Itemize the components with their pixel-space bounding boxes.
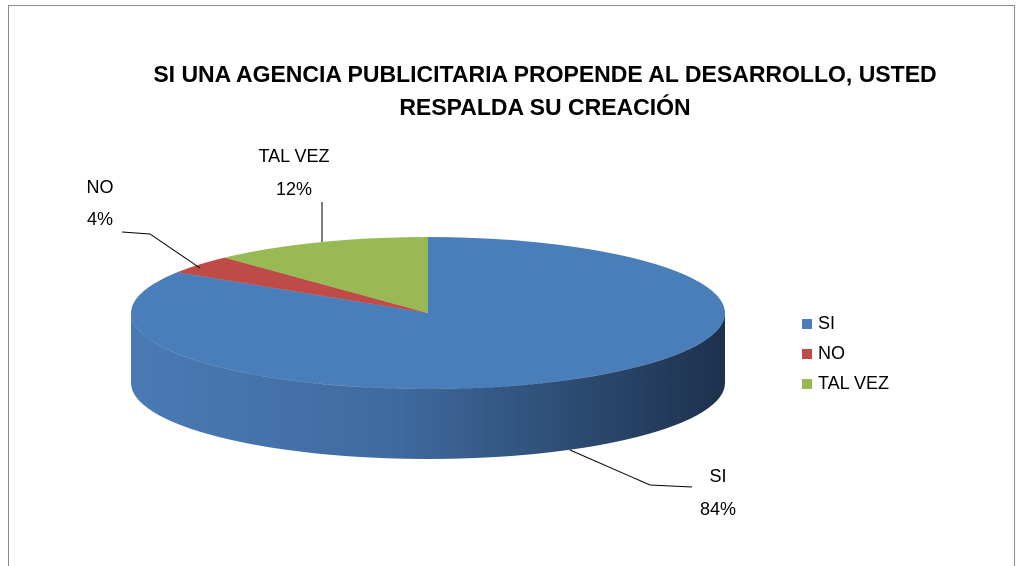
data-label-name: TAL VEZ: [258, 146, 329, 166]
legend-label: NO: [818, 343, 845, 363]
data-label-value: 12%: [276, 179, 312, 199]
legend-label: SI: [818, 313, 835, 333]
slice: [224, 237, 428, 313]
data-label-value: 84%: [700, 499, 736, 519]
leader-line: [569, 449, 693, 488]
leader-line: [121, 231, 201, 269]
chart-title: SI UNA AGENCIA PUBLICITARIA PROPENDE AL …: [153, 61, 937, 120]
data-label-name: NO: [87, 177, 114, 197]
data-label-value: 4%: [87, 209, 113, 229]
legend-label: TAL VEZ: [818, 373, 889, 393]
data-label-name: SI: [709, 466, 726, 486]
slice: [130, 237, 725, 389]
slice: [177, 257, 428, 313]
legend-swatch: [802, 349, 812, 359]
legend-swatch: [802, 319, 812, 329]
legend-swatch: [802, 379, 812, 389]
slice-side: [131, 313, 725, 459]
chart-frame: [8, 5, 1015, 566]
